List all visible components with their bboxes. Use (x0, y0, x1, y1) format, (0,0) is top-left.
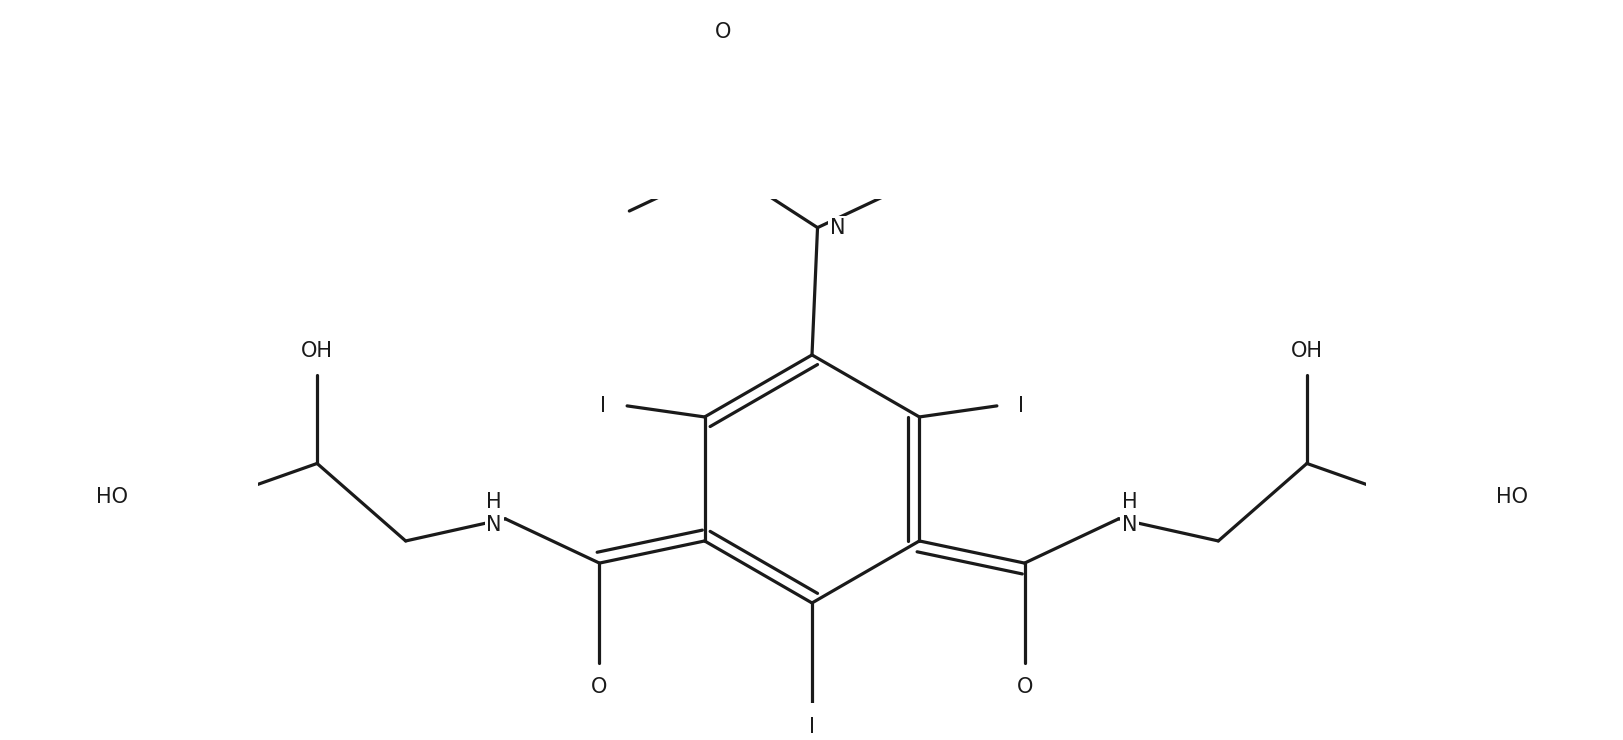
Text: I: I (599, 396, 605, 416)
Text: H
N: H N (487, 491, 502, 535)
Text: H
N: H N (1121, 491, 1136, 535)
Text: I: I (808, 717, 815, 737)
Text: HO: HO (96, 487, 128, 507)
Text: O: O (591, 677, 607, 697)
Text: O: O (714, 21, 732, 41)
Text: HO: HO (1495, 487, 1527, 507)
Text: N: N (829, 218, 844, 238)
Text: I: I (1018, 396, 1024, 416)
Text: O: O (1016, 677, 1032, 697)
Text: OH: OH (1290, 340, 1323, 360)
Text: OH: OH (300, 340, 333, 360)
